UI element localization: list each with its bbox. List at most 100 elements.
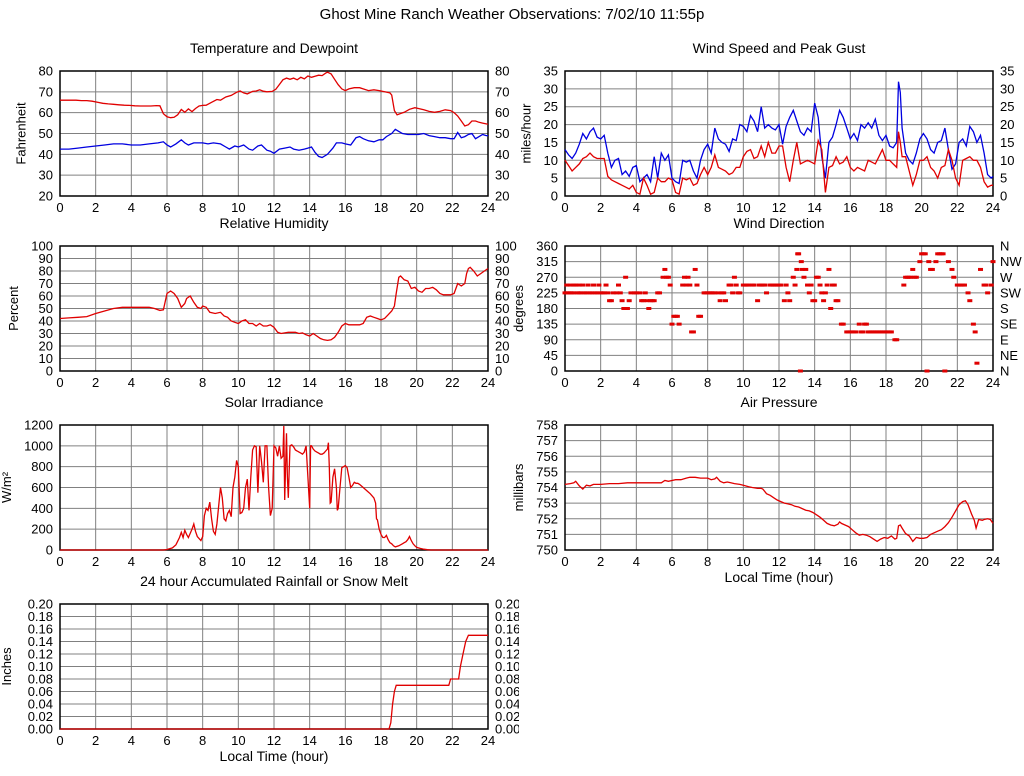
svg-text:2: 2 [92,375,99,390]
y-axis-label: Fahrenheit [13,102,28,165]
svg-text:SW: SW [1000,285,1022,300]
svg-text:752: 752 [536,511,558,526]
y-axis-label: Inches [0,647,14,686]
svg-text:24: 24 [481,733,495,748]
svg-text:18: 18 [879,554,893,569]
svg-text:10: 10 [736,200,750,215]
svg-text:24: 24 [986,200,1000,215]
svg-text:90: 90 [495,251,509,266]
svg-text:758: 758 [536,418,558,433]
rainfall-plot: 0.00 0.000.02 0.020.04 0.040.06 0.060.08 0.08… [0,573,520,764]
svg-text:30: 30 [39,168,53,183]
svg-text:18: 18 [374,733,388,748]
svg-text:8: 8 [704,554,711,569]
svg-text:12: 12 [267,733,281,748]
svg-text:8: 8 [704,375,711,390]
svg-text:10: 10 [495,351,509,366]
chart-title: Air Pressure [740,394,817,410]
svg-text:16: 16 [843,200,857,215]
svg-text:30: 30 [495,326,509,341]
svg-text:0: 0 [46,364,53,379]
svg-text:20: 20 [495,339,509,354]
svg-text:20: 20 [409,733,423,748]
svg-text:10: 10 [231,200,245,215]
svg-text:0.12: 0.12 [28,647,53,662]
svg-text:14: 14 [302,733,316,748]
svg-text:0.12: 0.12 [495,647,519,662]
svg-text:10: 10 [736,554,750,569]
svg-text:E: E [1000,332,1009,347]
svg-text:22: 22 [445,554,459,569]
svg-text:20: 20 [495,189,509,204]
svg-text:16: 16 [338,375,352,390]
page-title: Ghost Mine Ranch Weather Observations: 7… [319,6,705,23]
svg-text:0.16: 0.16 [28,622,53,637]
svg-text:0: 0 [561,375,568,390]
svg-text:0: 0 [56,200,63,215]
svg-text:20: 20 [914,554,928,569]
chart-wind-direction: 0 N 45 NE 90 E 135 SE 180 S 225 SW 270 W 315 NW 360 N 0 2 4 6… [505,213,1024,413]
svg-text:400: 400 [31,501,53,516]
svg-text:45: 45 [544,348,558,363]
svg-text:24: 24 [481,200,495,215]
chart-title: Wind Direction [733,215,824,231]
svg-text:50: 50 [39,126,53,141]
svg-text:SE: SE [1000,317,1018,332]
svg-text:70: 70 [495,84,509,99]
chart-title: Solar Irradiance [225,394,324,410]
svg-text:6: 6 [163,554,170,569]
svg-text:0.06: 0.06 [28,684,53,699]
svg-text:60: 60 [39,105,53,120]
svg-text:70: 70 [39,84,53,99]
svg-text:2: 2 [92,200,99,215]
svg-text:6: 6 [668,554,675,569]
svg-text:30: 30 [495,168,509,183]
svg-text:0.20: 0.20 [28,597,53,612]
svg-text:80: 80 [495,264,509,279]
svg-text:16: 16 [843,554,857,569]
svg-text:180: 180 [536,301,558,316]
svg-text:4: 4 [633,554,640,569]
svg-text:NW: NW [1000,254,1022,269]
svg-text:360: 360 [536,239,558,254]
svg-text:30: 30 [1000,81,1014,96]
svg-text:60: 60 [39,289,53,304]
svg-text:10: 10 [1000,153,1014,168]
svg-text:24: 24 [481,554,495,569]
svg-text:20: 20 [409,375,423,390]
svg-text:0.10: 0.10 [28,659,53,674]
svg-text:20: 20 [39,339,53,354]
svg-text:800: 800 [31,459,53,474]
svg-text:751: 751 [536,527,558,542]
svg-text:753: 753 [536,496,558,511]
svg-text:80: 80 [39,64,53,79]
svg-text:600: 600 [31,480,53,495]
svg-text:0: 0 [1000,189,1007,204]
x-axis-label: Local Time (hour) [220,748,329,764]
svg-text:0: 0 [56,733,63,748]
svg-text:0.14: 0.14 [495,634,519,649]
svg-text:1000: 1000 [24,438,53,453]
x-axis-label: Local Time (hour) [725,569,834,585]
chart-title: Relative Humidity [220,215,329,231]
svg-text:0.14: 0.14 [28,634,53,649]
svg-text:4: 4 [128,733,135,748]
svg-text:757: 757 [536,433,558,448]
svg-text:225: 225 [536,285,558,300]
chart-title: Wind Speed and Peak Gust [693,40,866,56]
svg-text:60: 60 [495,105,509,120]
svg-text:24: 24 [986,375,1000,390]
svg-text:4: 4 [128,375,135,390]
svg-text:80: 80 [495,64,509,79]
svg-text:22: 22 [445,375,459,390]
svg-text:35: 35 [1000,64,1014,79]
svg-text:22: 22 [445,200,459,215]
svg-text:24: 24 [986,554,1000,569]
svg-text:4: 4 [633,375,640,390]
svg-text:50: 50 [39,301,53,316]
